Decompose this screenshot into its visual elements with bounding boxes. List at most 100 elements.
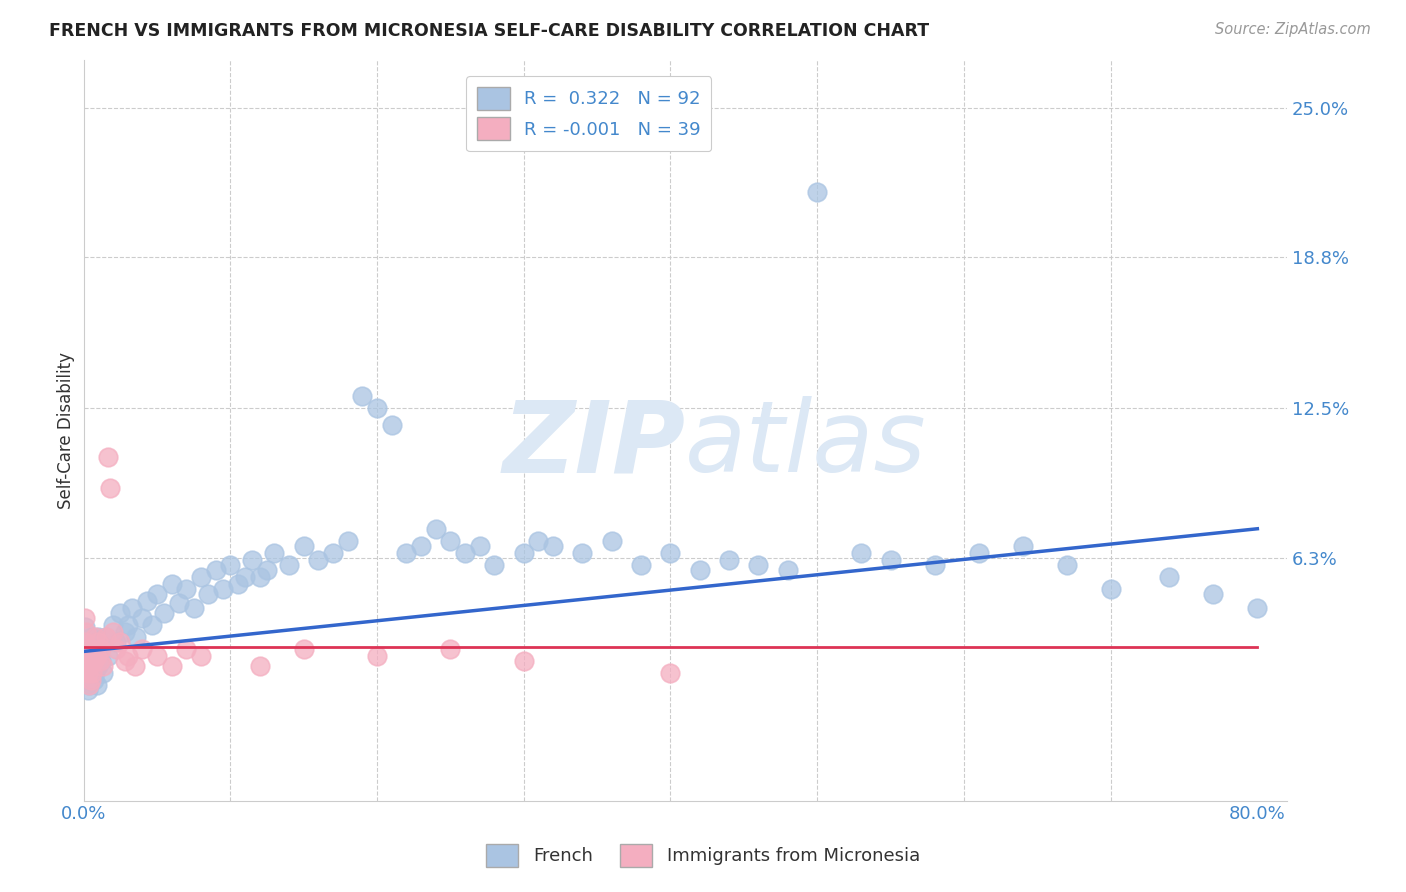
Point	[77, 682, 100, 697]
Point	[73, 635, 96, 649]
Point	[131, 642, 153, 657]
Point	[1011, 539, 1033, 553]
Point	[89, 654, 111, 668]
Point	[167, 596, 190, 610]
Point	[659, 546, 682, 560]
Text: FRENCH VS IMMIGRANTS FROM MICRONESIA SELF-CARE DISABILITY CORRELATION CHART: FRENCH VS IMMIGRANTS FROM MICRONESIA SEL…	[49, 22, 929, 40]
Point	[82, 666, 104, 681]
Point	[512, 654, 534, 668]
Point	[86, 649, 108, 664]
Point	[79, 678, 101, 692]
Point	[77, 673, 100, 688]
Point	[80, 673, 103, 688]
Point	[104, 635, 127, 649]
Point	[689, 563, 711, 577]
Point	[571, 546, 593, 560]
Point	[131, 611, 153, 625]
Point	[322, 546, 344, 560]
Point	[86, 678, 108, 692]
Point	[630, 558, 652, 572]
Point	[292, 642, 315, 657]
Point	[87, 630, 110, 644]
Point	[104, 642, 127, 657]
Point	[190, 649, 212, 664]
Point	[124, 659, 146, 673]
Point	[1056, 558, 1078, 572]
Point	[256, 563, 278, 577]
Point	[600, 533, 623, 548]
Point	[174, 642, 197, 657]
Point	[80, 668, 103, 682]
Point	[395, 546, 418, 560]
Point	[121, 601, 143, 615]
Point	[79, 649, 101, 664]
Point	[1159, 570, 1181, 584]
Point	[381, 418, 404, 433]
Point	[409, 539, 432, 553]
Point	[97, 649, 120, 664]
Point	[197, 587, 219, 601]
Point	[108, 635, 131, 649]
Point	[212, 582, 235, 596]
Point	[87, 635, 110, 649]
Point	[108, 606, 131, 620]
Point	[366, 401, 388, 416]
Point	[527, 533, 550, 548]
Point	[146, 649, 169, 664]
Point	[425, 522, 447, 536]
Point	[79, 664, 101, 678]
Point	[292, 539, 315, 553]
Point	[98, 481, 121, 495]
Point	[94, 630, 117, 644]
Point	[484, 558, 506, 572]
Point	[439, 533, 461, 548]
Point	[160, 577, 183, 591]
Point	[1246, 601, 1268, 615]
Point	[307, 553, 329, 567]
Point	[204, 563, 226, 577]
Point	[160, 659, 183, 673]
Point	[101, 618, 124, 632]
Point	[879, 553, 901, 567]
Point	[90, 642, 112, 657]
Point	[77, 666, 100, 681]
Point	[263, 546, 285, 560]
Point	[82, 659, 104, 673]
Point	[73, 635, 96, 649]
Point	[352, 389, 374, 403]
Point	[73, 611, 96, 625]
Point	[83, 654, 105, 668]
Point	[454, 546, 477, 560]
Point	[75, 625, 97, 640]
Point	[366, 649, 388, 664]
Point	[84, 635, 107, 649]
Point	[851, 546, 873, 560]
Point	[86, 649, 108, 664]
Point	[541, 539, 564, 553]
Point	[233, 570, 256, 584]
Point	[73, 620, 96, 634]
Point	[87, 659, 110, 673]
Point	[101, 625, 124, 640]
Point	[84, 666, 107, 681]
Point	[249, 570, 271, 584]
Point	[75, 654, 97, 668]
Point	[967, 546, 990, 560]
Point	[135, 594, 157, 608]
Point	[75, 642, 97, 657]
Legend: French, Immigrants from Micronesia: French, Immigrants from Micronesia	[478, 837, 928, 874]
Point	[190, 570, 212, 584]
Y-axis label: Self-Care Disability: Self-Care Disability	[58, 351, 75, 508]
Point	[91, 666, 114, 681]
Point	[153, 606, 176, 620]
Text: atlas: atlas	[685, 396, 927, 493]
Point	[75, 666, 97, 681]
Point	[806, 185, 828, 199]
Point	[174, 582, 197, 596]
Point	[80, 649, 103, 664]
Point	[278, 558, 301, 572]
Point	[75, 654, 97, 668]
Point	[97, 450, 120, 464]
Point	[659, 666, 682, 681]
Point	[747, 558, 769, 572]
